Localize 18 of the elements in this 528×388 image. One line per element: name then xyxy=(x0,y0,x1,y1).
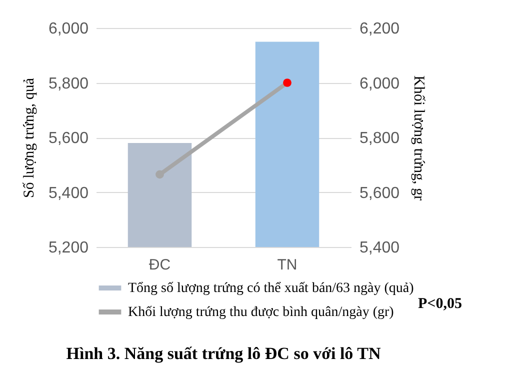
x-tick-label: TN xyxy=(277,256,298,274)
x-tick-label: ĐC xyxy=(148,256,171,274)
y-tick-label: 5,200 xyxy=(48,240,89,256)
legend-label: Khối lượng trứng thu được bình quân/ngày (gr) xyxy=(128,305,394,320)
text: Hình 3. Năng suất trứng lô ĐC so với lô TN xyxy=(66,344,382,363)
y-tick-label: 5,400 xyxy=(48,184,89,202)
y2-tick-label: 5,800 xyxy=(360,130,400,147)
y2-axis-title: Khối lượng trứng, gr xyxy=(410,75,427,201)
annotation-text: P<0,05 xyxy=(418,296,462,313)
legend-label: Tổng số lượng trứng có thể xuất bán/63 ngày (quả) xyxy=(128,281,414,296)
y2-tick-label: 5,400 xyxy=(360,240,400,256)
y-tick-label: 5,600 xyxy=(48,130,89,147)
y-tick-label: 5,800 xyxy=(48,75,89,92)
y2-tick-label: 5,600 xyxy=(360,184,400,202)
y-tick-label: 6,000 xyxy=(48,20,89,38)
y2-tick-label: 6,200 xyxy=(360,20,400,38)
y-axis-title: Số lượng trứng, quả xyxy=(21,78,38,198)
y2-tick-label: 6,000 xyxy=(360,75,400,92)
